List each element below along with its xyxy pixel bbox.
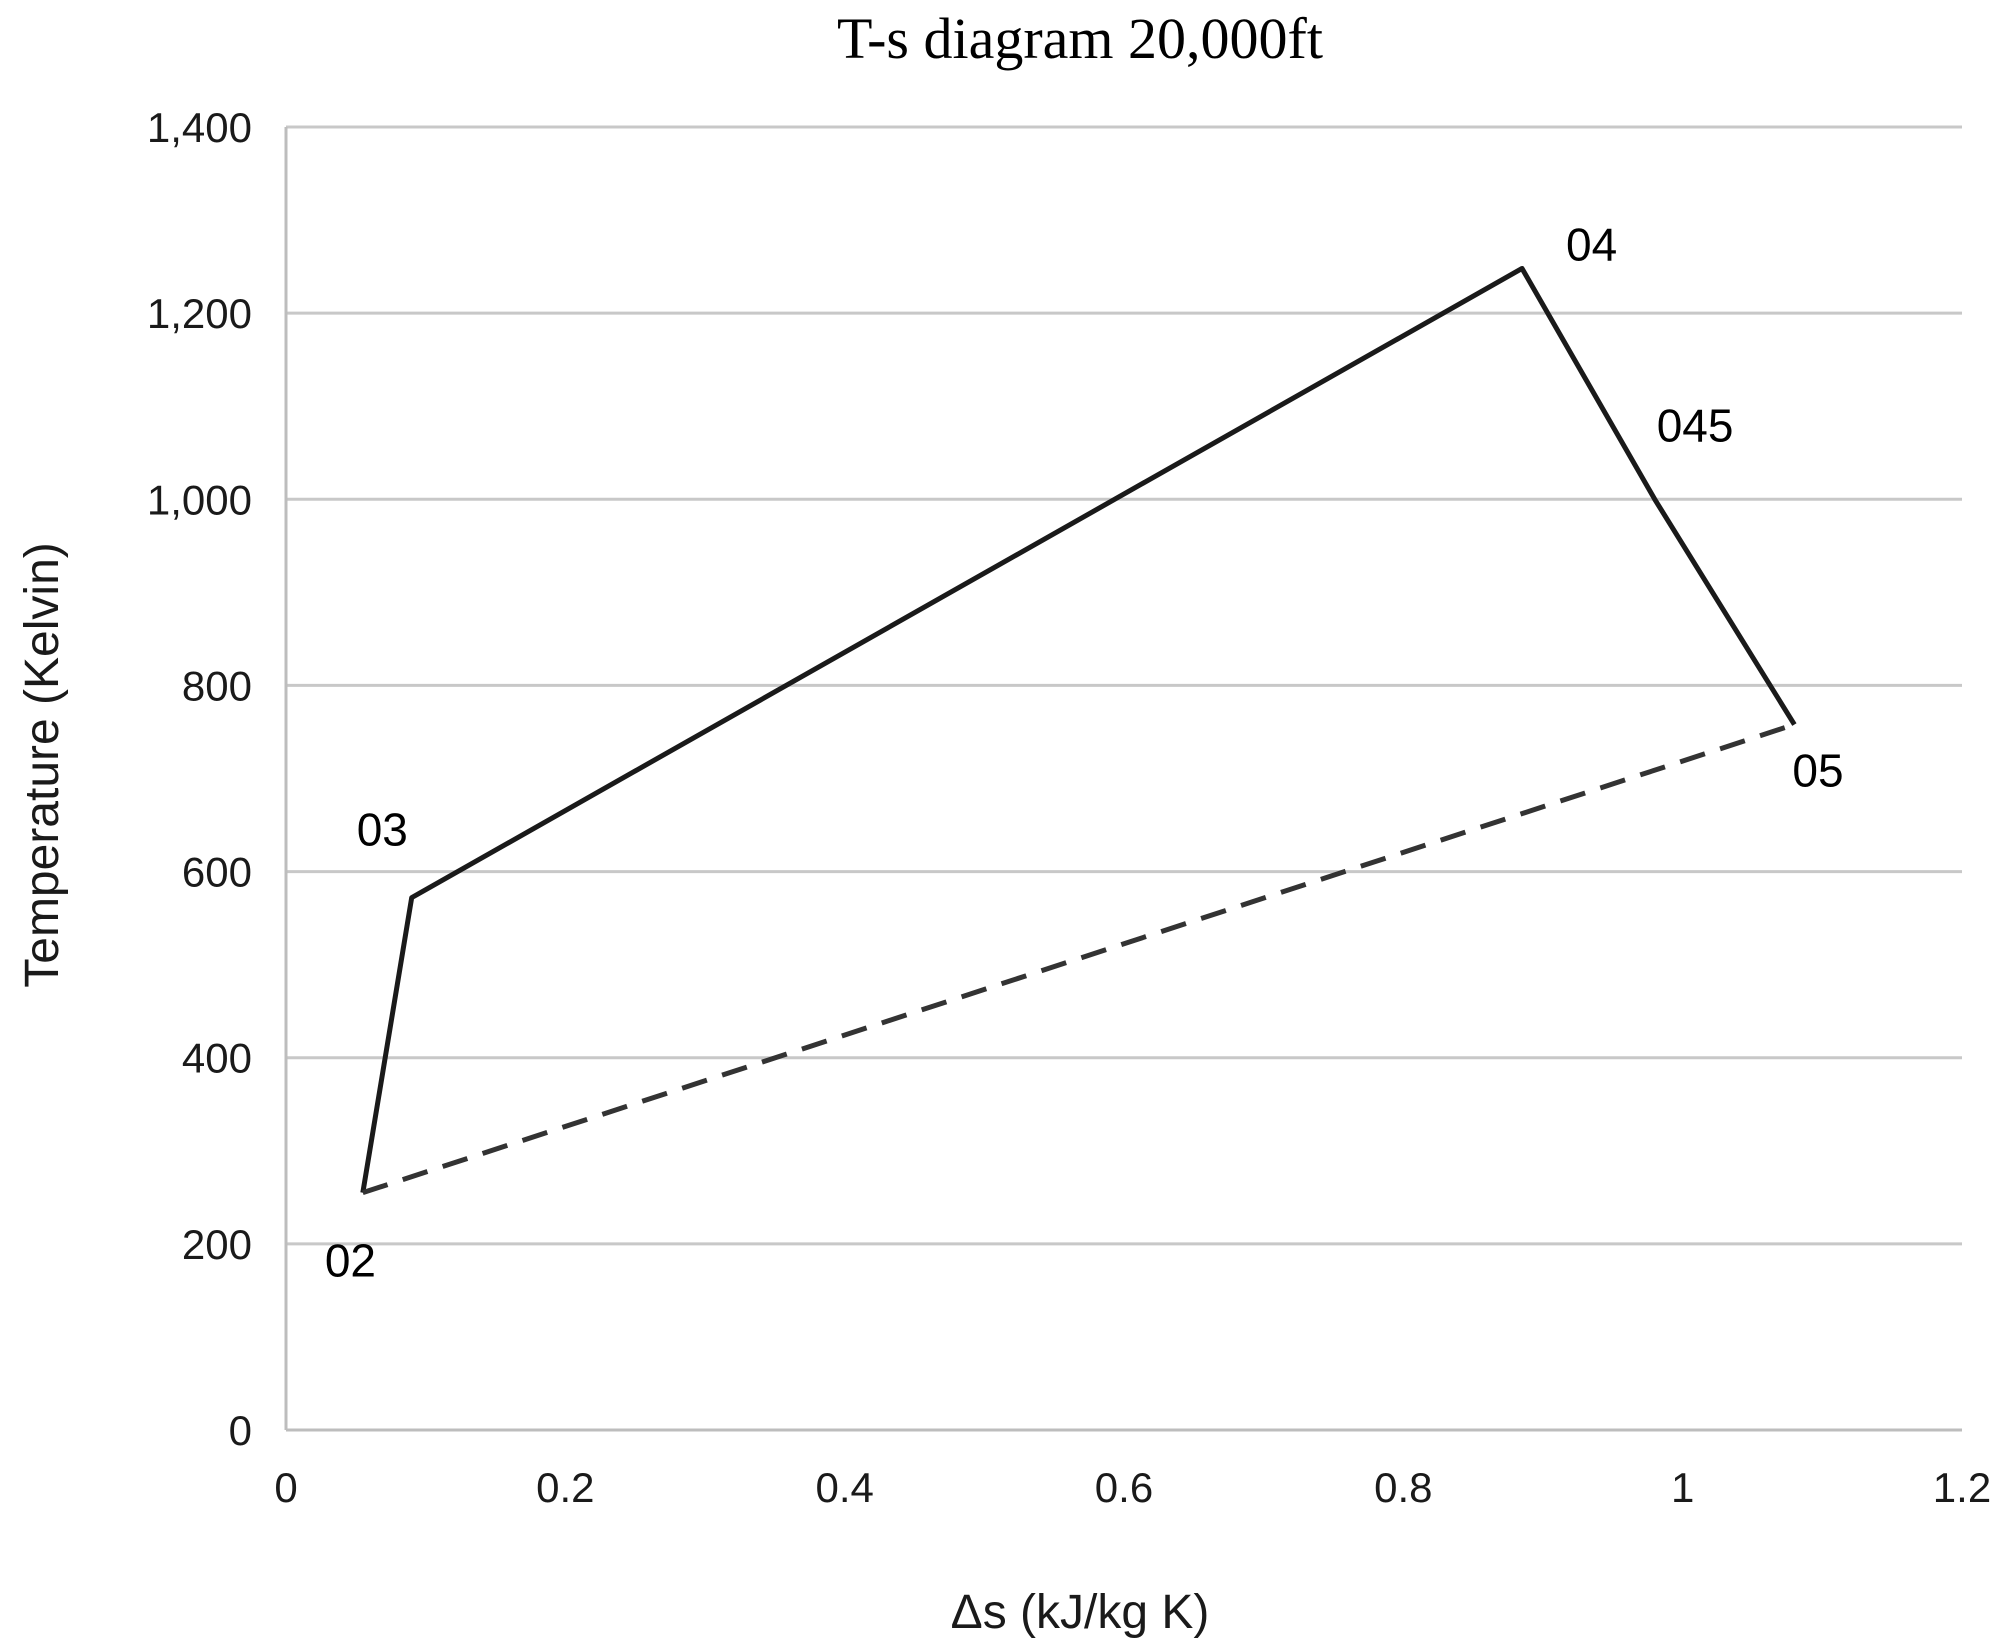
x-tick-labels: 0 0.2 0.4 0.6 0.8 1 1.2 xyxy=(274,1464,1991,1511)
x-tick-label: 0.4 xyxy=(815,1464,873,1511)
y-tick-label: 0 xyxy=(229,1407,252,1454)
y-tick-label: 800 xyxy=(182,662,252,709)
y-tick-label: 1,200 xyxy=(147,290,252,337)
dashed-series-line xyxy=(362,722,1796,1196)
point-label-05: 05 xyxy=(1792,745,1843,797)
x-tick-label: 0 xyxy=(274,1464,297,1511)
y-tick-label: 600 xyxy=(182,849,252,896)
x-tick-label: 0.6 xyxy=(1095,1464,1153,1511)
axes xyxy=(284,127,1962,1432)
point-label-02: 02 xyxy=(325,1235,376,1287)
y-axis-label: Temperature (Kelvin) xyxy=(16,542,69,988)
y-tick-label: 1,000 xyxy=(147,476,252,523)
y-tick-label: 200 xyxy=(182,1221,252,1268)
grid-lines xyxy=(286,125,1962,1246)
series-lines xyxy=(360,265,1797,1196)
y-tick-label: 1,400 xyxy=(147,104,252,151)
solid-series-line xyxy=(360,265,1797,1194)
point-labels: 02 03 04 045 05 xyxy=(325,218,1844,1286)
point-label-04: 04 xyxy=(1566,218,1617,270)
y-tick-labels: 0 200 400 600 800 1,000 1,200 1,400 xyxy=(147,104,252,1454)
x-axis-label: Δs (kJ/kg K) xyxy=(951,1586,1210,1639)
x-tick-label: 0.2 xyxy=(536,1464,594,1511)
x-tick-label: 0.8 xyxy=(1374,1464,1432,1511)
x-tick-label: 1 xyxy=(1671,1464,1694,1511)
y-tick-label: 400 xyxy=(182,1035,252,1082)
x-tick-label: 1.2 xyxy=(1933,1464,1991,1511)
chart-title: T-s diagram 20,000ft xyxy=(837,6,1323,71)
point-label-03: 03 xyxy=(357,804,408,856)
point-label-045: 045 xyxy=(1657,399,1734,451)
